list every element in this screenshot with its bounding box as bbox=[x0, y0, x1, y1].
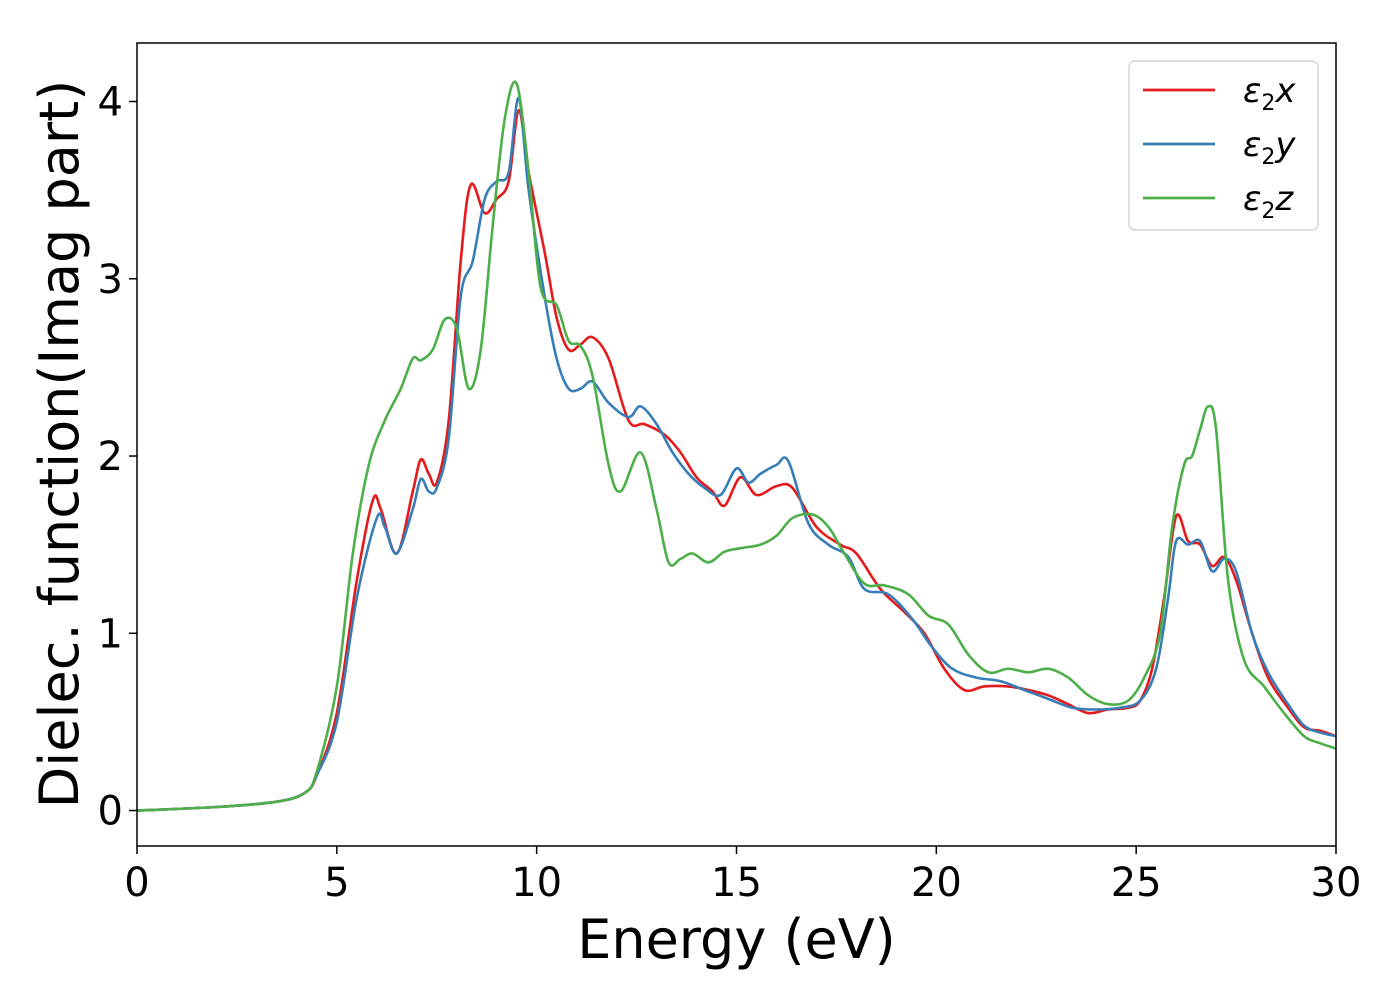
x-tick-label: 15 bbox=[711, 860, 762, 906]
x-tick-label: 25 bbox=[1111, 860, 1162, 906]
legend-label-3: ε2z bbox=[1243, 179, 1294, 224]
legend-label-2: ε2y bbox=[1243, 125, 1296, 170]
legend-label-1: ε2x bbox=[1243, 71, 1296, 116]
y-tick-label: 1 bbox=[98, 611, 123, 657]
legend-box bbox=[1128, 60, 1319, 231]
x-tick-label: 20 bbox=[911, 860, 962, 906]
legend: ε2x ε2y ε2z bbox=[1128, 60, 1319, 231]
x-axis: 0 5 10 15 20 25 30 bbox=[124, 846, 1361, 906]
x-tick-label: 10 bbox=[511, 860, 562, 906]
y-tick-label: 3 bbox=[98, 257, 123, 303]
x-axis-label: Energy (eV) bbox=[577, 908, 896, 971]
x-tick-label: 30 bbox=[1311, 860, 1362, 906]
y-axis: 0 1 2 3 4 bbox=[98, 79, 137, 835]
x-tick-label: 5 bbox=[324, 860, 349, 906]
y-axis-label: Dielec. function(Imag part) bbox=[28, 80, 91, 809]
y-tick-label: 2 bbox=[98, 434, 123, 480]
series-line-2 bbox=[137, 96, 1336, 812]
y-tick-label: 0 bbox=[98, 789, 123, 835]
series-line-3 bbox=[137, 80, 1336, 812]
x-tick-label: 0 bbox=[124, 860, 149, 906]
series-layer bbox=[137, 80, 1336, 812]
y-tick-label: 4 bbox=[98, 79, 123, 125]
